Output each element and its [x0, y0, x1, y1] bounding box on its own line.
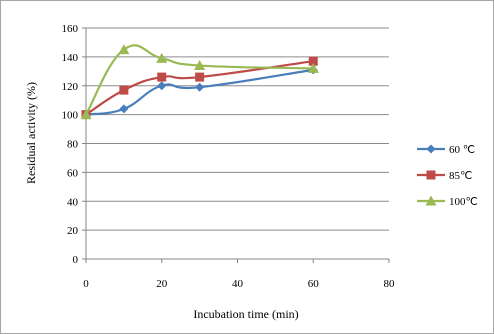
- y-tick-label: 120: [62, 81, 79, 93]
- x-axis-title: Incubation time (min): [193, 307, 298, 321]
- data-point: [80, 109, 92, 120]
- data-point: [195, 72, 205, 82]
- y-tick-label: 60: [67, 167, 79, 179]
- data-point: [157, 81, 167, 91]
- x-tick-labels: 0 20 40 60 80: [83, 278, 395, 290]
- series-line-2: [85, 60, 314, 116]
- data-point: [195, 82, 205, 92]
- series-lines: [80, 44, 319, 120]
- y-tick-label: 100: [62, 110, 79, 122]
- x-tick-label: 40: [232, 278, 244, 290]
- axes: [82, 27, 390, 263]
- legend-label: 100℃: [449, 196, 478, 208]
- data-point: [308, 56, 318, 66]
- legend: 60 ℃ 85℃ 100℃: [417, 144, 478, 208]
- y-tick-label: 20: [67, 225, 79, 237]
- data-point: [119, 85, 129, 95]
- legend-marker: [426, 170, 436, 180]
- y-tick-label: 160: [62, 23, 79, 35]
- y-tick-label: 80: [67, 139, 79, 151]
- data-point: [156, 52, 168, 63]
- x-tick-label: 80: [384, 278, 396, 290]
- y-axis-title: Residual activity (%): [24, 82, 38, 184]
- y-tick-label: 0: [73, 254, 79, 266]
- data-point: [307, 62, 319, 73]
- legend-marker: [425, 195, 437, 206]
- x-tick-label: 20: [156, 278, 168, 290]
- data-point: [194, 60, 206, 71]
- x-tick-label: 0: [83, 278, 89, 290]
- data-point: [119, 104, 129, 114]
- data-point: [157, 72, 167, 82]
- x-tick-label: 60: [308, 278, 320, 290]
- legend-label: 85℃: [449, 170, 472, 182]
- legend-label: 60 ℃: [449, 144, 475, 156]
- y-tick-label: 140: [62, 52, 79, 64]
- series-line-1: [85, 68, 314, 116]
- gridlines: [86, 27, 389, 231]
- data-point: [118, 44, 130, 55]
- legend-marker: [426, 144, 436, 154]
- y-tick-label: 40: [67, 196, 79, 208]
- y-tick-labels: 0 20 40 60 80 100 120 140 160: [62, 23, 79, 266]
